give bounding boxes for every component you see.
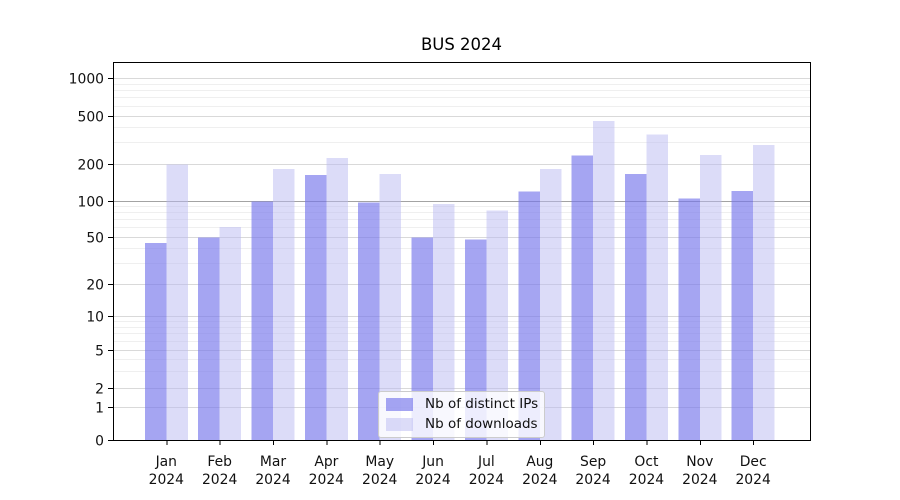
legend-label-distinct-ips: Nb of distinct IPs <box>425 395 539 412</box>
x-tick-label-mar-2024: Mar 2024 <box>255 454 291 488</box>
bar-nb-of-downloads-may-2024 <box>379 174 402 440</box>
y-tick-label-2: 2 <box>95 382 104 398</box>
bar-nb-of-distinct-ips-may-2024 <box>358 202 380 440</box>
x-tick-label-nov-2024: Nov 2024 <box>682 454 718 488</box>
bar-nb-of-downloads-nov-2024 <box>699 155 722 441</box>
bar-nb-of-distinct-ips-apr-2024 <box>304 174 327 441</box>
x-tick-label-may-2024: May 2024 <box>362 454 398 488</box>
legend-swatch-distinct-ips <box>386 397 413 411</box>
bar-nb-of-distinct-ips-aug-2024 <box>518 191 540 440</box>
bar-nb-of-distinct-ips-nov-2024 <box>678 198 700 440</box>
bar-nb-of-downloads-feb-2024 <box>219 227 242 440</box>
y-tick-label-5: 5 <box>95 344 104 360</box>
x-tick-label-dec-2024: Dec 2024 <box>735 454 771 488</box>
bar-nb-of-distinct-ips-oct-2024 <box>624 174 647 440</box>
x-tick-label-jun-2024: Jun 2024 <box>415 454 451 488</box>
y-tick-label-200: 200 <box>77 158 104 174</box>
bar-nb-of-downloads-mar-2024 <box>273 168 295 440</box>
x-tick-label-sep-2024: Sep 2024 <box>575 454 611 488</box>
legend-swatch-downloads <box>386 418 413 432</box>
legend-label-downloads: Nb of downloads <box>425 416 538 432</box>
bar-nb-of-distinct-ips-jul-2024 <box>464 239 487 440</box>
y-tick-label-1000: 1000 <box>69 72 104 88</box>
bar-nb-of-downloads-dec-2024 <box>753 144 775 441</box>
y-tick-label-20: 20 <box>86 278 104 294</box>
bar-nb-of-distinct-ips-jan-2024 <box>144 243 167 440</box>
bar-nb-of-distinct-ips-feb-2024 <box>198 237 220 440</box>
bar-nb-of-downloads-apr-2024 <box>326 157 348 440</box>
x-tick-label-jan-2024: Jan 2024 <box>149 454 185 488</box>
bar-nb-of-distinct-ips-sep-2024 <box>571 155 594 440</box>
bar-nb-of-downloads-oct-2024 <box>646 134 668 440</box>
x-tick-label-feb-2024: Feb 2024 <box>202 454 238 488</box>
bar-nb-of-downloads-aug-2024 <box>539 168 562 440</box>
legend: Nb of distinct IPs Nb of downloads <box>378 391 545 438</box>
plot-border <box>113 62 811 441</box>
x-tick-label-apr-2024: Apr 2024 <box>309 454 345 488</box>
y-tick-label-500: 500 <box>77 110 104 126</box>
legend-item-distinct-ips: Nb of distinct IPs <box>386 395 539 413</box>
y-tick-label-10: 10 <box>86 310 104 326</box>
chart-title: BUS 2024 <box>420 35 503 54</box>
legend-item-downloads: Nb of downloads <box>386 416 538 434</box>
bar-nb-of-distinct-ips-jun-2024 <box>411 237 434 440</box>
x-tick-label-jul-2024: Jul 2024 <box>469 454 505 488</box>
bar-nb-of-downloads-jul-2024 <box>486 210 508 440</box>
y-tick-label-0: 0 <box>95 434 104 450</box>
y-tick-label-50: 50 <box>86 231 104 247</box>
bar-nb-of-downloads-jan-2024 <box>166 164 188 440</box>
y-tick-label-1: 1 <box>95 401 104 417</box>
bar-nb-of-downloads-sep-2024 <box>593 121 615 441</box>
bar-nb-of-distinct-ips-dec-2024 <box>731 190 754 440</box>
bar-nb-of-distinct-ips-mar-2024 <box>251 201 273 440</box>
bar-nb-of-downloads-jun-2024 <box>433 203 455 440</box>
x-tick-label-oct-2024: Oct 2024 <box>629 454 665 488</box>
x-tick-label-aug-2024: Aug 2024 <box>522 454 558 488</box>
y-tick-label-100: 100 <box>77 195 104 211</box>
